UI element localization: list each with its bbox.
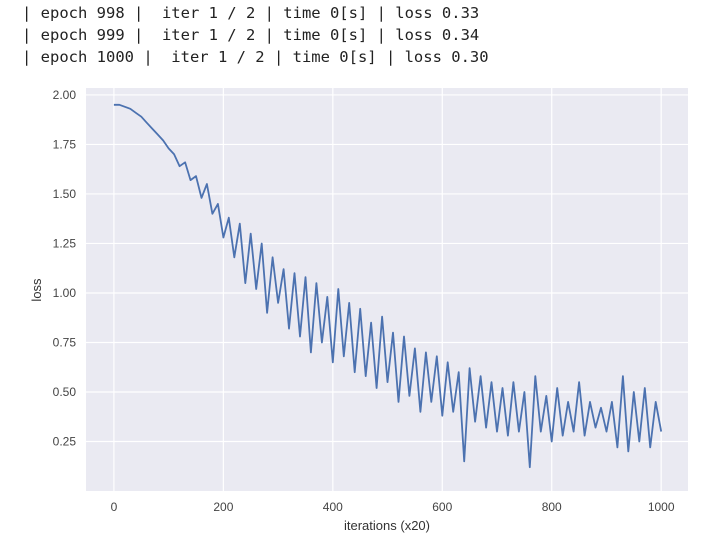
loss-series-line: [113, 103, 663, 469]
y-tick-label: 0.75: [53, 335, 77, 349]
x-tick-label: 400: [323, 500, 343, 514]
y-axis-label: loss: [29, 278, 44, 302]
plot-area: [86, 88, 688, 491]
y-tick-label: 1.50: [53, 187, 77, 201]
tick-labels: 0 200 400 600 800 1000 0.25 0.50 0.75 1.00 1.25 1.5…: [53, 88, 675, 514]
y-tick-label: 1.00: [53, 286, 77, 300]
y-tick-label: 1.25: [53, 236, 77, 250]
training-log: | epoch 998 | iter 1 / 2 | time 0[s] | l…: [22, 2, 489, 68]
x-tick-label: 1000: [648, 500, 675, 514]
x-tick-label: 600: [432, 500, 452, 514]
y-tick-label: 1.75: [53, 137, 77, 151]
x-axis-label: iterations (x20): [344, 518, 430, 533]
y-tick-label: 2.00: [53, 88, 77, 102]
y-tick-label: 0.25: [53, 434, 77, 448]
grid: [86, 88, 688, 491]
x-tick-label: 800: [542, 500, 562, 514]
log-line: | epoch 999 | iter 1 / 2 | time 0[s] | l…: [22, 26, 480, 44]
log-line: | epoch 998 | iter 1 / 2 | time 0[s] | l…: [22, 4, 480, 22]
log-line: | epoch 1000 | iter 1 / 2 | time 0[s] | …: [22, 48, 489, 66]
y-tick-label: 0.50: [53, 385, 77, 399]
x-tick-label: 0: [111, 500, 118, 514]
x-tick-label: 200: [213, 500, 233, 514]
